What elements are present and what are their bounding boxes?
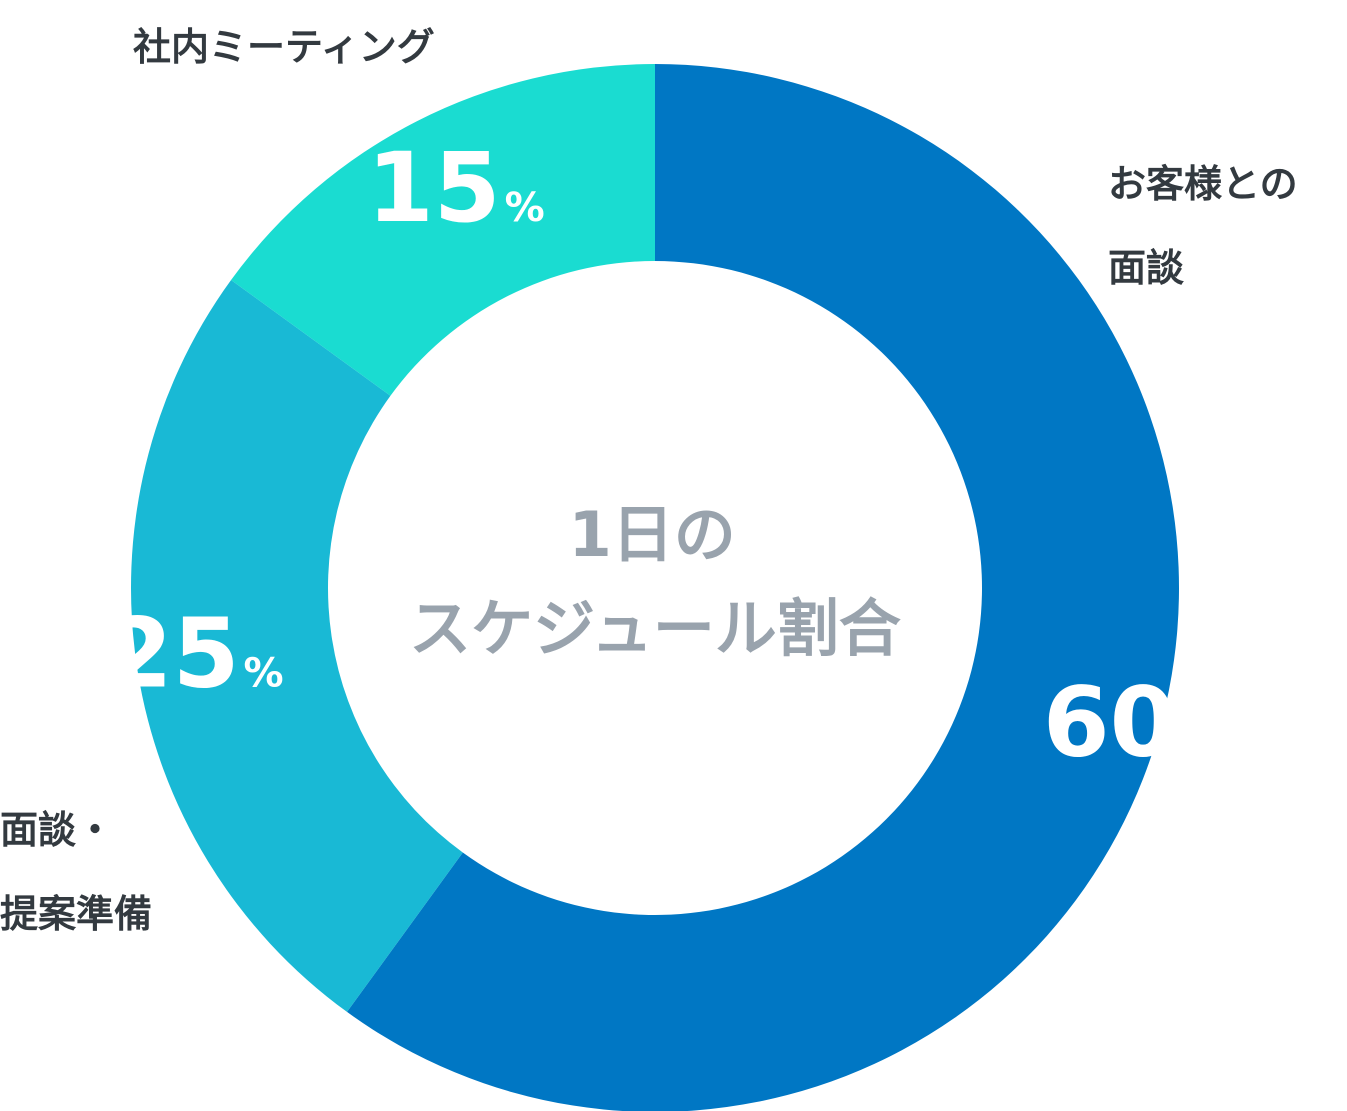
slice-label-line: お客様との xyxy=(1108,162,1298,206)
percentage-labels: 60 %25 %15% xyxy=(106,132,1221,779)
percentage-value: 60 xyxy=(1043,666,1177,778)
chart-title-line-2: スケジュール割合 xyxy=(409,592,901,665)
chart-title-line-1: 1日の xyxy=(569,498,736,571)
percentage-value: 15 xyxy=(367,132,501,244)
slice-internal-meeting xyxy=(231,64,656,396)
percentage-sign: % xyxy=(243,651,283,697)
percentage-label: 15% xyxy=(367,132,545,244)
slice-label-line: 面談 xyxy=(1108,246,1185,290)
percentage-sign: % xyxy=(505,185,545,231)
slice-label-line: 提案準備 xyxy=(0,892,153,936)
slice-label-line: 面談・ xyxy=(0,808,115,852)
chart-title: 1日の スケジュール割合 xyxy=(409,498,901,665)
percentage-sign: % xyxy=(1180,719,1220,765)
slice-label-internal-meeting: 社内ミーティング xyxy=(133,5,435,89)
donut-slices xyxy=(130,64,1179,1111)
slice-label-proposal-prep: 面談・ 提案準備 xyxy=(0,788,152,956)
percentage-label: 60% xyxy=(1043,666,1221,778)
slice-label-line: 社内ミーティング xyxy=(133,25,435,69)
slice-label-customer-meetings: お客様との 面談 xyxy=(1108,142,1298,310)
percentage-value: 25 xyxy=(106,598,240,710)
slice-proposal-prep xyxy=(130,280,463,1012)
slice-customer-meetings xyxy=(347,64,1179,1111)
percentage-label: 25% xyxy=(106,598,284,710)
